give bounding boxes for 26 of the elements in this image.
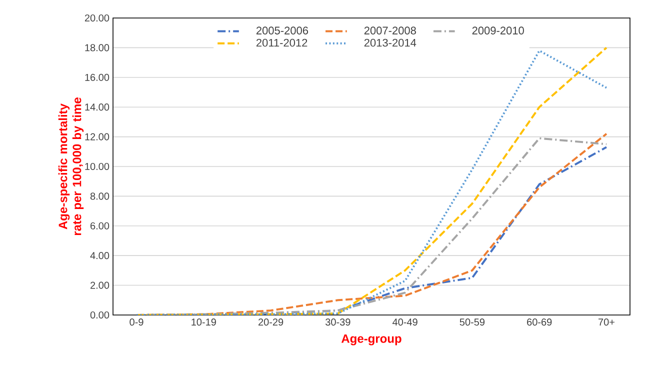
x-axis-title: Age-group [341,334,402,346]
x-tick-label: 50-59 [460,318,485,326]
legend-label: 2005-2006 [256,26,308,34]
y-tick-label: 16.00 [85,74,110,81]
y-tick-label: 2.00 [90,282,110,289]
y-tick-label: 18.00 [85,44,110,52]
y-tick-label: 0.00 [90,311,110,319]
y-tick-label: 20.00 [84,14,110,22]
y-tick-label: 6.00 [90,222,110,230]
y-tick-label: 14.00 [85,104,110,111]
x-tick-label: 20-29 [258,318,284,326]
x-tick-label: 10-19 [192,318,216,326]
legend-label: 2007-2008 [364,26,416,34]
x-tick-label: 30-39 [326,318,350,326]
y-tick-label: 12.00 [85,133,110,140]
legend-label: 2011-2012 [256,38,308,47]
x-tick-label: 0-9 [130,318,144,326]
legend-label: 2013-2014 [364,38,416,47]
x-tick-label: 40-49 [392,318,418,326]
legend-label: 2009-2010 [472,26,524,34]
y-tick-label: 8.00 [90,192,110,200]
x-tick-label: 70+ [598,318,614,326]
x-tick-label: 60-69 [527,318,552,326]
y-tick-label: 10.00 [85,162,110,170]
y-axis-title: Age-specific mortality rate per 100,000 by time [58,98,84,236]
y-tick-label: 4.00 [90,252,110,260]
